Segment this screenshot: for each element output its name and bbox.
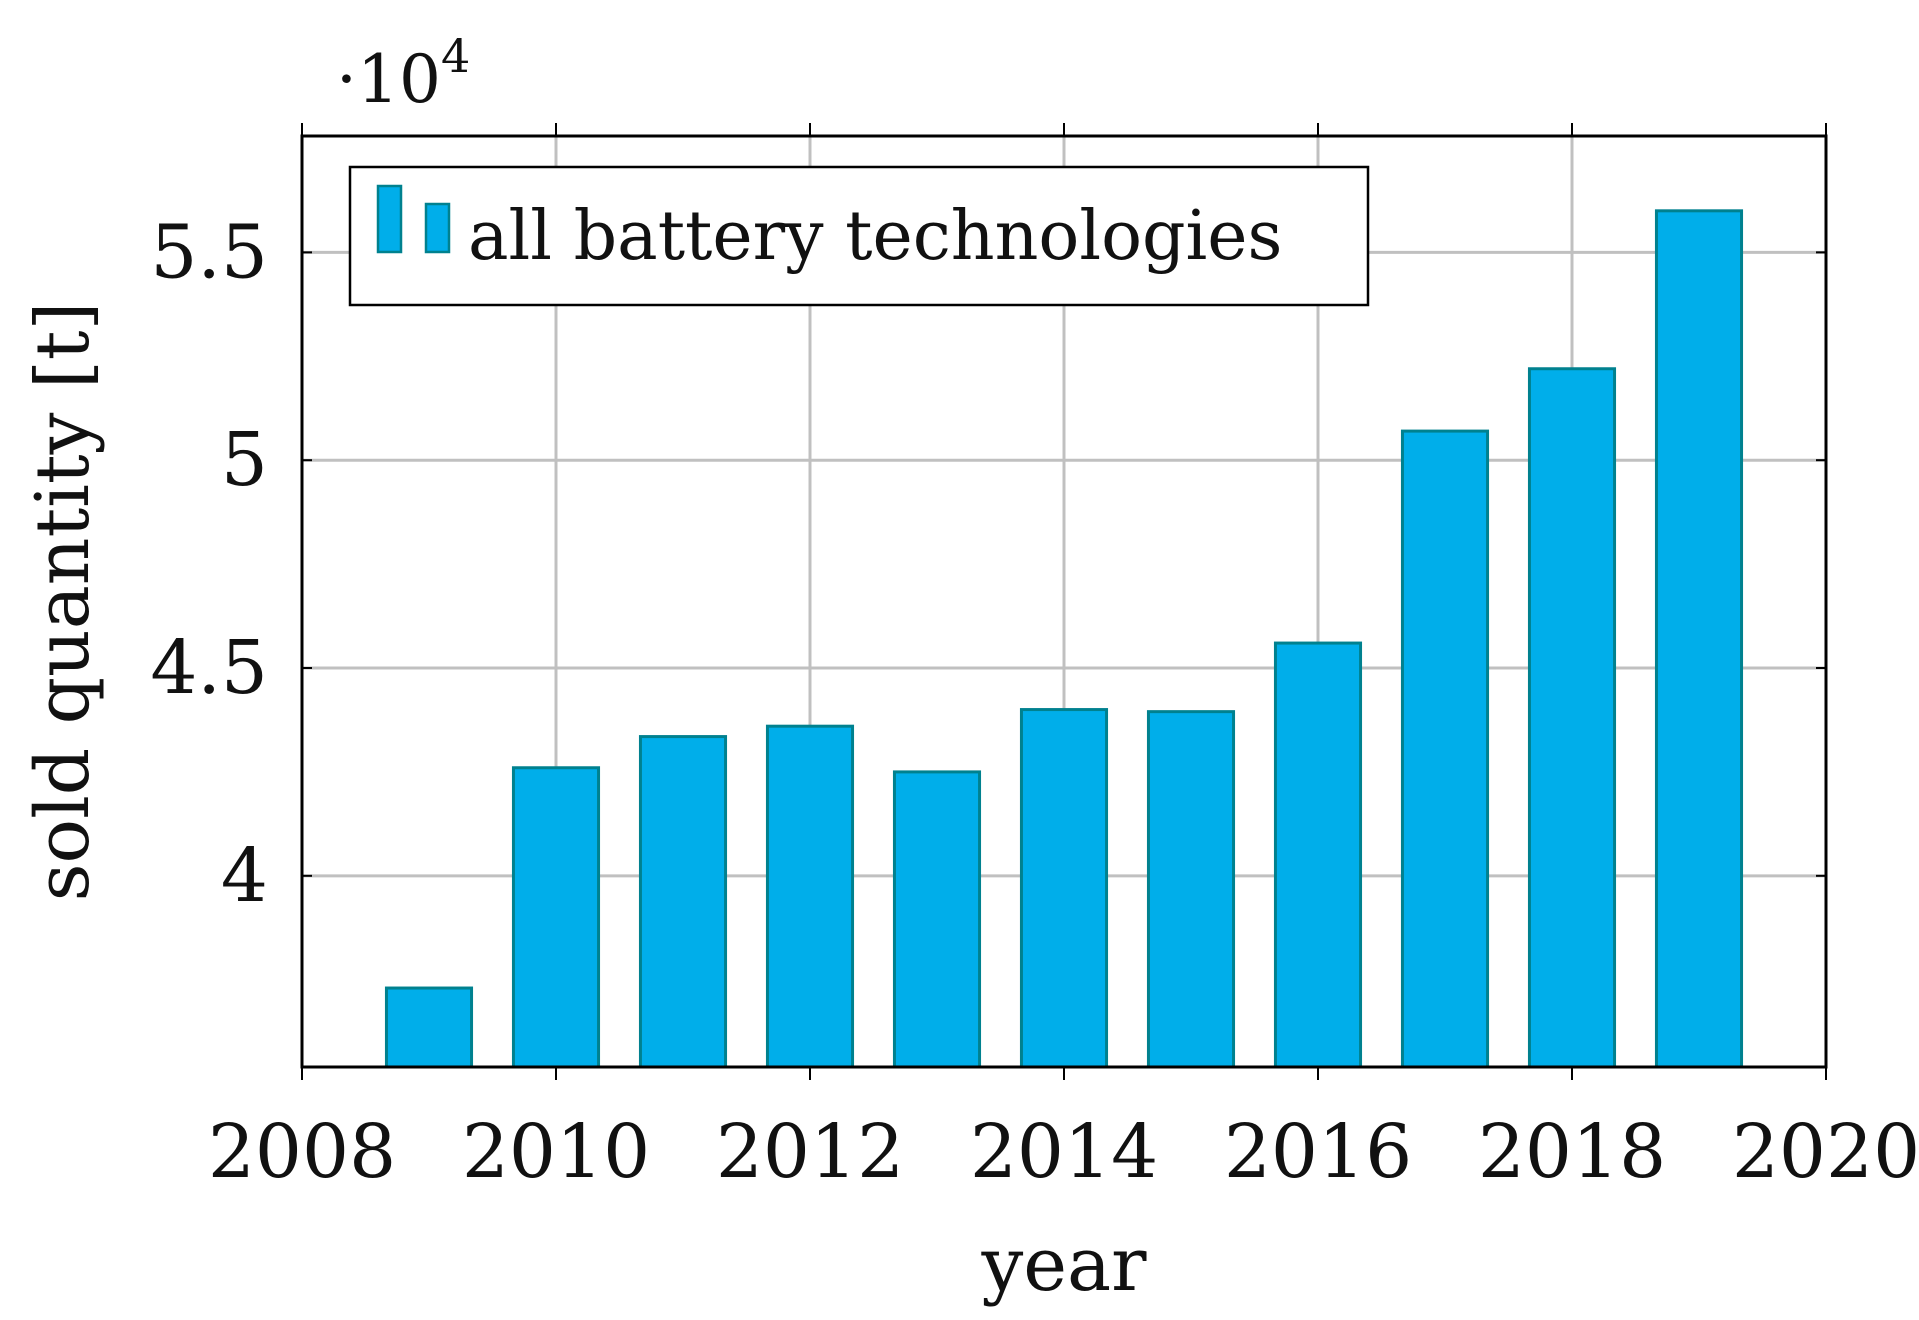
y-axis-label: sold quantity [t] — [20, 302, 106, 902]
y-axis-multiplier: ·104 — [336, 29, 470, 118]
bar — [1146, 710, 1236, 1069]
x-tick-label: 2010 — [462, 1109, 650, 1195]
x-tick-label: 2020 — [1732, 1109, 1919, 1195]
legend-swatch — [424, 202, 451, 254]
bar — [1527, 367, 1617, 1069]
y-tick-label: 4 — [221, 833, 268, 919]
y-tick-label: 5.5 — [150, 209, 268, 295]
legend-box — [348, 165, 1370, 307]
x-tick-label: 2014 — [970, 1109, 1158, 1195]
x-tick-label: 2008 — [208, 1109, 396, 1195]
bar — [638, 735, 728, 1069]
bar — [1019, 708, 1109, 1069]
bar — [1654, 209, 1744, 1069]
legend-label: all battery technologies — [468, 197, 1282, 276]
bar — [1400, 429, 1490, 1069]
y-tick-label: 4.5 — [150, 625, 268, 711]
x-tick-label: 2012 — [716, 1109, 904, 1195]
legend: all battery technologies — [348, 165, 1370, 307]
legend-swatch — [376, 184, 403, 254]
labels-layer: 2008 2010 2012 2014 2016 2018 2020 4 4.5 5 5.5 year… — [20, 29, 1919, 1308]
x-tick-label: 2016 — [1224, 1109, 1412, 1195]
bar — [1273, 641, 1363, 1069]
bar — [765, 724, 855, 1069]
bar — [511, 766, 601, 1069]
x-tick-label: 2018 — [1478, 1109, 1666, 1195]
y-tick-label: 5 — [221, 417, 268, 503]
x-axis-label: year — [980, 1222, 1147, 1308]
axes-layer — [300, 123, 1828, 1080]
bar — [384, 986, 474, 1069]
y-axis-multiplier-exponent: 4 — [441, 29, 470, 83]
bars-layer — [384, 209, 1744, 1069]
bar — [892, 770, 982, 1069]
